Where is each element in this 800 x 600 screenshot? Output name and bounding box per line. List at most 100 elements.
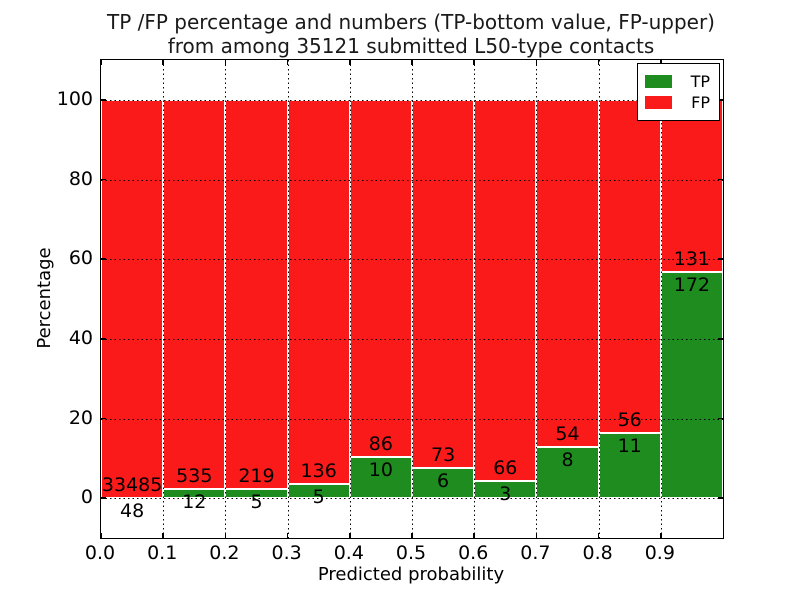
- plot-area: TP FP 33485 48 535 12 219 5 136 5 86 10 73 6 66 3 54 8 5…: [100, 59, 724, 539]
- x-tick-mark: [473, 533, 475, 538]
- y-tick-mark: [101, 417, 106, 420]
- fp-count-label: 219: [238, 465, 275, 488]
- y-tick-mark: [718, 338, 723, 340]
- fp-bar-segment: [536, 99, 599, 447]
- x-tick-mark: [286, 533, 289, 538]
- tp-swatch-icon: [645, 75, 672, 88]
- tp-count-label: 172: [673, 274, 711, 297]
- tp-bar-segment: [536, 446, 599, 499]
- x-tick-mark: [349, 60, 351, 65]
- x-tick-label: 0.0: [84, 542, 116, 564]
- fp-count-label: 33485: [101, 473, 163, 496]
- x-tick-mark: [597, 60, 600, 65]
- tp-count-label: 3: [499, 482, 512, 505]
- y-tick-mark: [101, 338, 106, 340]
- x-tick-mark: [411, 60, 413, 65]
- tp-count-label: 48: [120, 499, 145, 522]
- x-tick-mark: [473, 60, 475, 65]
- gridline-vertical: [225, 60, 227, 538]
- gridline-vertical: [412, 60, 413, 538]
- gridline-vertical: [660, 60, 662, 538]
- x-tick-mark: [411, 533, 413, 538]
- legend-item-fp: FP: [645, 93, 710, 112]
- fp-count-label: 66: [493, 456, 518, 479]
- x-tick-mark: [224, 533, 227, 538]
- gridline-vertical: [598, 60, 600, 538]
- tp-count-label: 10: [368, 458, 393, 481]
- x-tick-mark: [100, 60, 102, 65]
- y-tick-label: 40: [68, 326, 93, 349]
- fp-bar-segment: [101, 99, 164, 498]
- x-axis-title: Predicted probability: [317, 564, 505, 585]
- tp-count-label: 11: [617, 434, 642, 457]
- fp-bar-segment: [163, 99, 226, 490]
- fp-bar-segment: [474, 99, 537, 481]
- y-tick-mark: [101, 99, 106, 101]
- gridline-vertical: [474, 60, 476, 538]
- x-tick-mark: [349, 533, 351, 538]
- x-tick-mark: [162, 60, 164, 65]
- y-tick-label: 100: [56, 87, 93, 110]
- y-tick-mark: [718, 178, 723, 181]
- y-tick-mark: [718, 417, 723, 420]
- fp-bar-segment: [412, 99, 475, 468]
- x-tick-label: 0.5: [395, 542, 427, 564]
- y-tick-mark: [101, 178, 106, 181]
- legend-label-fp: FP: [691, 93, 710, 112]
- x-tick-mark: [162, 533, 164, 538]
- gridline-vertical: [536, 60, 538, 538]
- tp-bar-segment: [349, 456, 412, 499]
- y-tick-mark: [718, 99, 723, 101]
- y-tick-mark: [718, 497, 723, 499]
- y-tick-label: 80: [68, 167, 93, 190]
- x-tick-mark: [224, 60, 227, 65]
- chart-title-line2: from among 35121 submitted L50-type cont…: [167, 34, 655, 58]
- x-tick-label: 0.2: [209, 542, 240, 564]
- x-tick-label: 0.1: [147, 542, 178, 564]
- fp-count-label: 86: [368, 432, 393, 455]
- gridline-vertical: [163, 60, 165, 538]
- y-tick-label: 20: [68, 406, 93, 429]
- y-tick-mark: [101, 258, 106, 260]
- x-tick-mark: [535, 533, 538, 538]
- tp-count-label: 8: [561, 448, 574, 471]
- x-tick-mark: [100, 533, 102, 538]
- x-tick-mark: [660, 60, 662, 65]
- gridline-vertical: [349, 60, 351, 538]
- fp-count-label: 56: [617, 408, 642, 431]
- legend: TP FP: [637, 63, 720, 121]
- fp-count-label: 535: [176, 465, 213, 488]
- chart-title-line1: TP /FP percentage and numbers (TP-bottom…: [107, 10, 715, 34]
- fp-bar-segment: [598, 99, 661, 433]
- fp-swatch-icon: [645, 96, 672, 109]
- tp-count-label: 12: [182, 491, 207, 514]
- y-tick-label: 0: [80, 486, 93, 509]
- fp-count-label: 54: [555, 422, 580, 445]
- x-tick-mark: [660, 533, 662, 538]
- x-tick-label: 0.4: [333, 542, 364, 564]
- fp-bar-segment: [660, 99, 723, 273]
- legend-item-tp: TP: [645, 72, 710, 91]
- tp-bar-segment: [598, 432, 661, 499]
- y-tick-label: 60: [68, 247, 93, 270]
- x-tick-label: 0.7: [520, 542, 551, 564]
- x-tick-label: 0.6: [458, 542, 489, 564]
- fp-count-label: 73: [431, 443, 456, 466]
- x-tick-label: 0.3: [271, 542, 302, 564]
- tp-count-label: 6: [437, 469, 450, 492]
- fp-bar-segment: [287, 99, 350, 485]
- tp-bar-segment: [660, 272, 723, 499]
- tp-count-label: 5: [312, 486, 325, 509]
- x-tick-mark: [535, 60, 538, 65]
- fp-bar-segment: [225, 99, 288, 490]
- tp-count-label: 5: [250, 491, 263, 514]
- y-tick-mark: [718, 258, 723, 260]
- y-tick-mark: [101, 497, 106, 499]
- gridline-vertical: [287, 60, 289, 538]
- x-tick-label: 0.8: [582, 542, 613, 564]
- x-tick-label: 0.9: [644, 542, 675, 564]
- x-tick-mark: [597, 533, 600, 538]
- fp-count-label: 131: [673, 248, 711, 271]
- x-tick-mark: [286, 60, 289, 65]
